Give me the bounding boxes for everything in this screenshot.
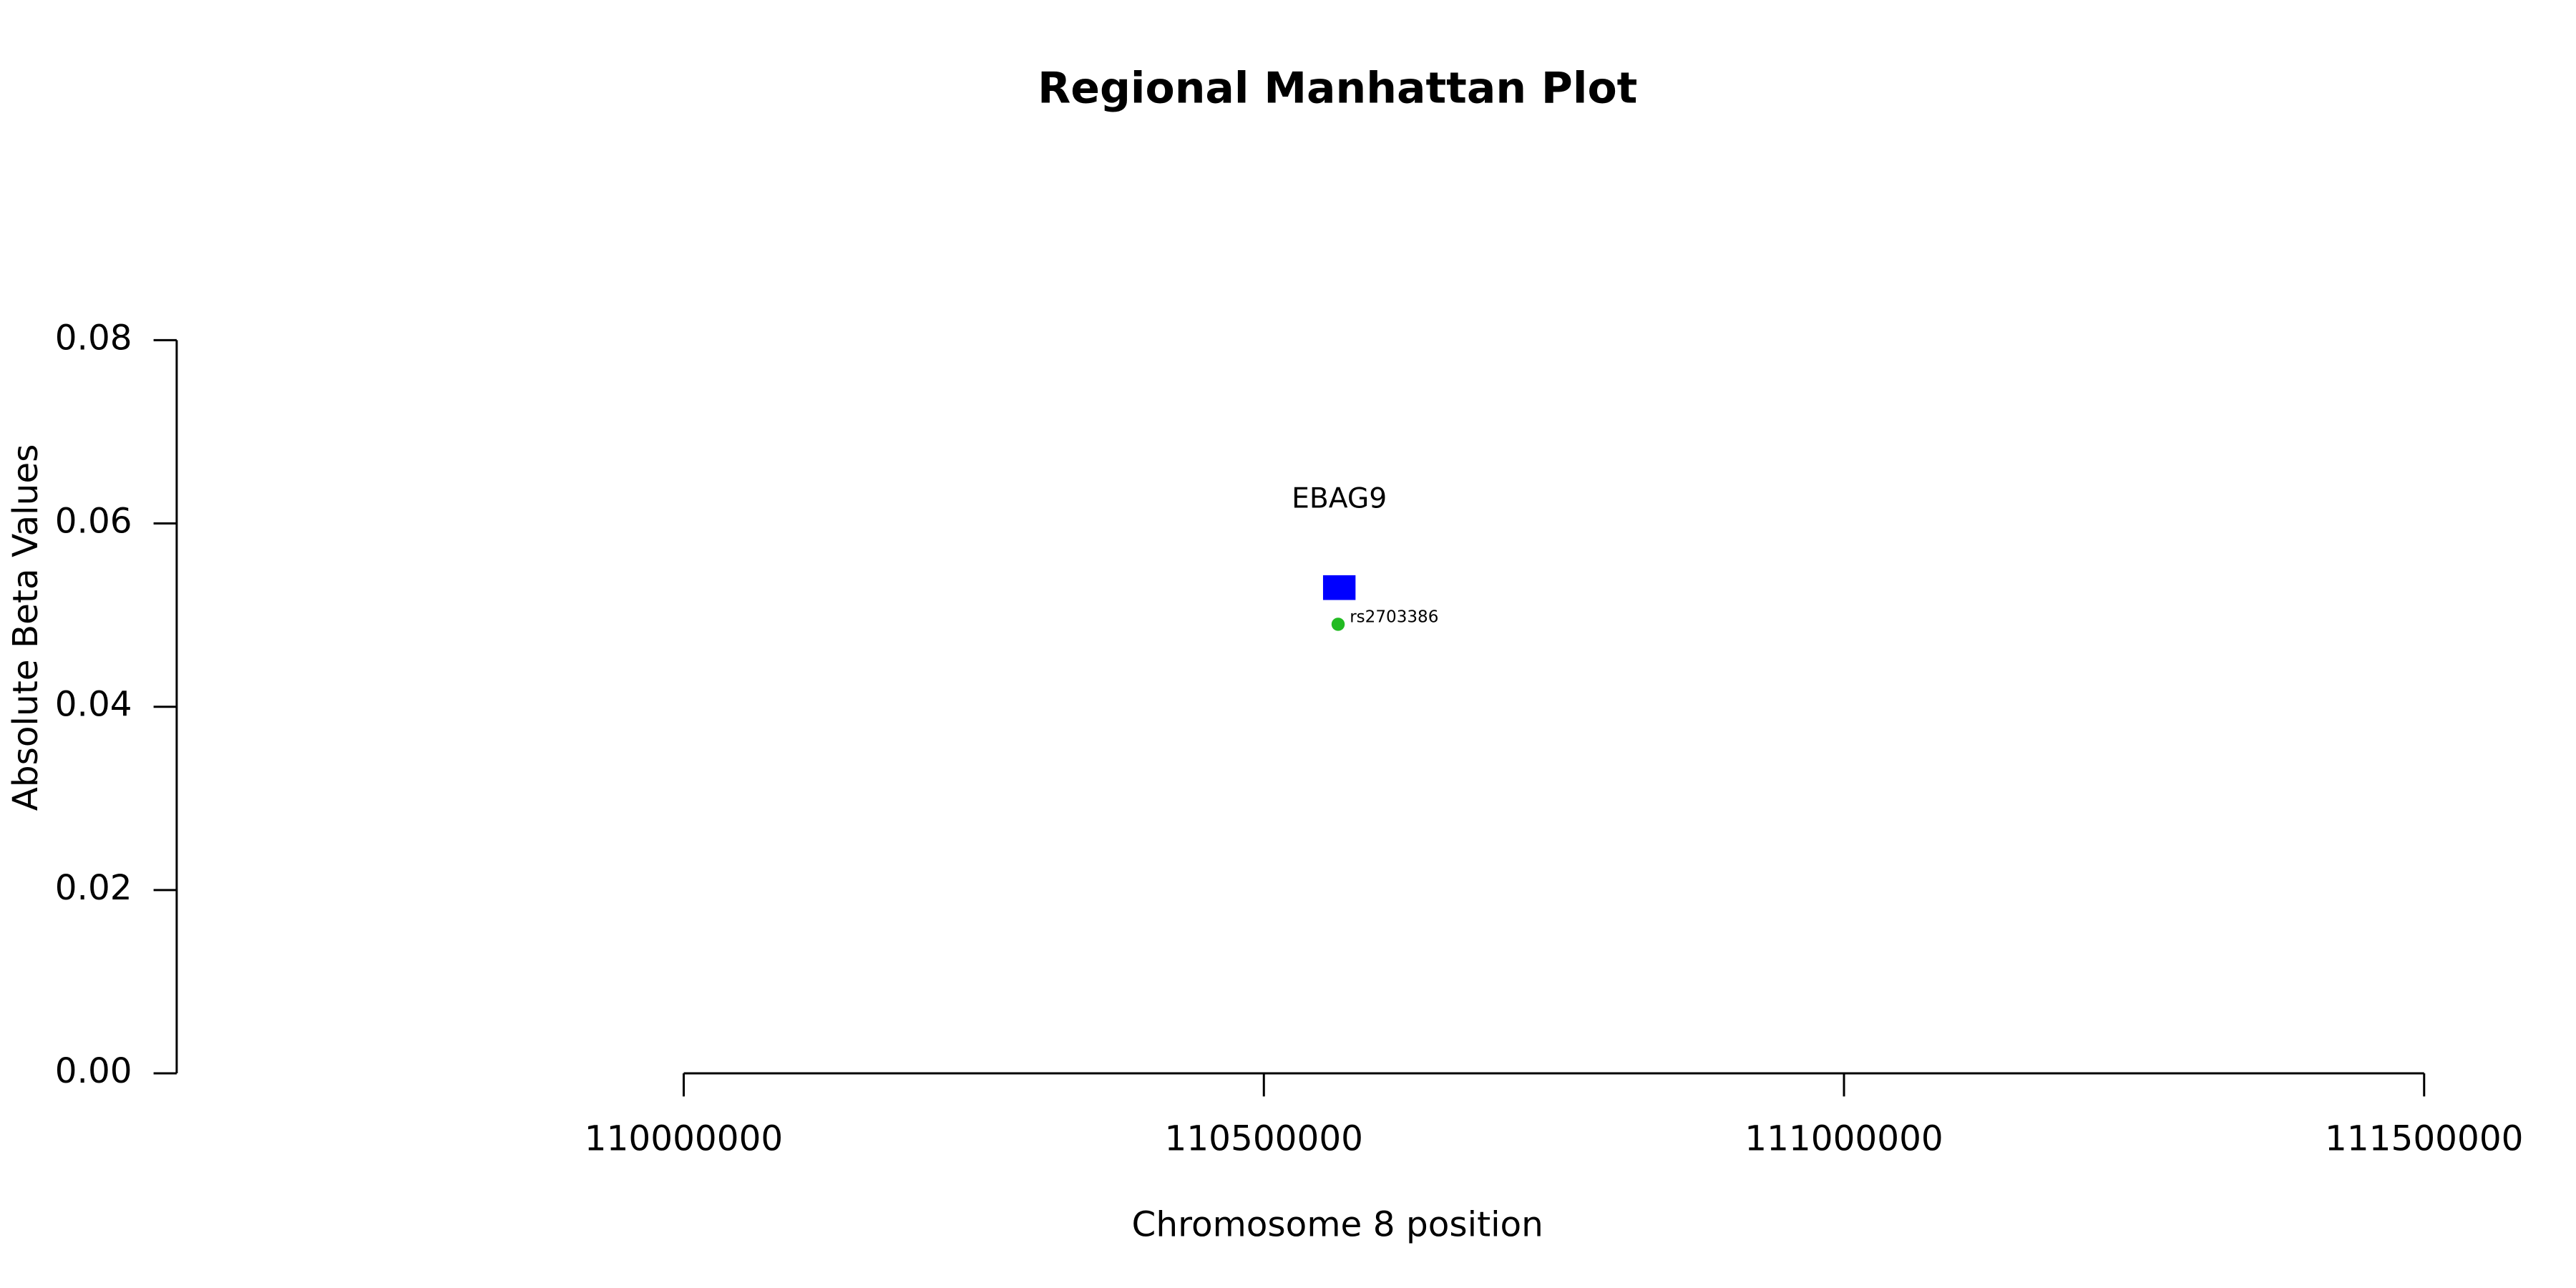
y-axis-label: Absolute Beta Values (6, 444, 46, 811)
x-tick-label: 111000000 (1745, 1119, 1943, 1159)
chart-title: Regional Manhattan Plot (1038, 64, 1637, 114)
y-tick-label: 0.02 (55, 868, 132, 908)
x-tick-label: 110000000 (585, 1119, 783, 1159)
gene-box (1322, 575, 1356, 600)
snp-point (1331, 618, 1345, 631)
y-tick-label: 0.00 (55, 1051, 132, 1091)
y-tick-label: 0.08 (55, 318, 132, 358)
snp-label: rs2703386 (1350, 608, 1438, 627)
x-axis-label: Chromosome 8 position (1132, 1205, 1543, 1245)
y-tick-label: 0.06 (55, 502, 132, 542)
x-tick-label: 111500000 (2325, 1119, 2523, 1159)
gene-label: EBAG9 (1292, 482, 1387, 514)
x-tick-label: 110500000 (1165, 1119, 1363, 1159)
y-tick-label: 0.04 (55, 685, 132, 725)
